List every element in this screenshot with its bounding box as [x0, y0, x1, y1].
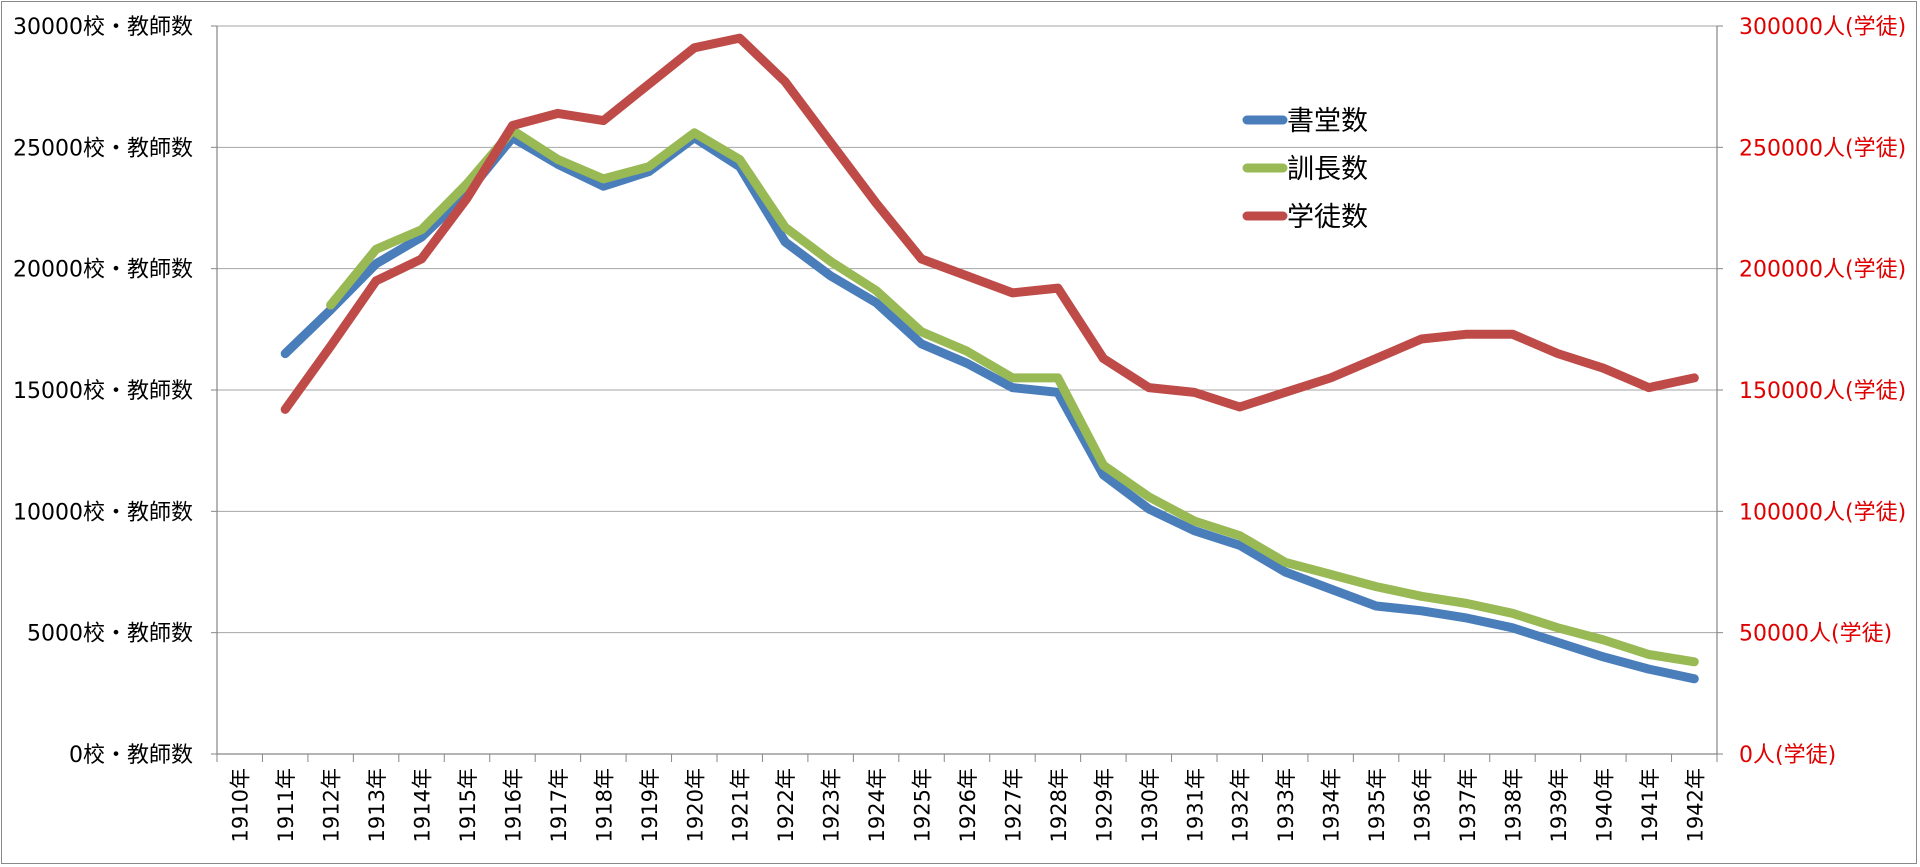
- x-axis-tick-label: 1928年: [1047, 768, 1071, 842]
- x-axis-tick-label: 1919年: [638, 768, 662, 842]
- x-axis-tick-label: 1915年: [456, 768, 480, 842]
- x-axis-tick-label: 1913年: [365, 768, 389, 842]
- x-axis-tick-label: 1922年: [774, 768, 798, 842]
- left-axis-tick-label: 5000校・教師数: [27, 622, 193, 647]
- x-axis-tick-label: 1930年: [1138, 768, 1162, 842]
- x-axis-tick-label: 1924年: [865, 768, 889, 842]
- legend-label: 書堂数: [1287, 106, 1368, 137]
- x-axis-tick-label: 1917年: [547, 768, 571, 842]
- right-axis-tick-label: 300000人(学徒): [1739, 15, 1906, 40]
- left-axis-tick-labels: 0校・教師数 5000校・教師数 10000校・教師数 15000校・教師数 20000…: [13, 15, 193, 768]
- x-axis-tick-label: 1938年: [1501, 768, 1525, 842]
- gridlines: [217, 25, 1717, 634]
- x-axis-tick-label: 1921年: [729, 768, 753, 842]
- right-axis-tick-label: 100000人(学徒): [1739, 500, 1906, 525]
- left-axis-tick-label: 0校・教師数: [69, 743, 193, 768]
- x-axis-tick-label: 1910年: [229, 768, 253, 842]
- x-axis-tick-labels: 1910年 1911年 1912年 1913年 1914年 1915年 1916年 1917年…: [229, 768, 1708, 842]
- x-axis-tick-label: 1920年: [683, 768, 707, 842]
- left-axis-tick-label: 20000校・教師数: [13, 258, 193, 283]
- right-axis-tick-label: 50000人(学徒): [1739, 622, 1892, 647]
- x-axis-tick-label: 1932年: [1229, 768, 1253, 842]
- series-lines: [280, 33, 1699, 684]
- series-line: [280, 33, 1699, 414]
- series-line: [280, 133, 1699, 684]
- legend-label: 学徒数: [1287, 202, 1368, 233]
- x-axis-tick-label: 1923年: [820, 768, 844, 842]
- right-axis-tick-label: 0人(学徒): [1739, 743, 1836, 768]
- x-axis-tick-label: 1931年: [1183, 768, 1207, 842]
- x-axis-tick-label: 1925年: [911, 768, 935, 842]
- x-axis-tick-label: 1934年: [1320, 768, 1344, 842]
- x-axis-tick-label: 1933年: [1274, 768, 1298, 842]
- right-axis-tick-label: 250000人(学徒): [1739, 136, 1906, 161]
- left-axis-tick-label: 25000校・教師数: [13, 136, 193, 161]
- x-axis-tick-label: 1941年: [1638, 768, 1662, 842]
- series-line: [326, 125, 1699, 667]
- x-axis-tick-label: 1911年: [274, 768, 298, 842]
- x-axis-tick-label: 1942年: [1683, 768, 1707, 842]
- x-axis-tick-label: 1926年: [956, 768, 980, 842]
- x-axis-tick-label: 1927年: [1001, 768, 1025, 842]
- x-axis-tick-label: 1939年: [1547, 768, 1571, 842]
- x-axis-tick-label: 1916年: [501, 768, 525, 842]
- legend-label: 訓長数: [1287, 154, 1368, 185]
- x-axis-tick-label: 1912年: [320, 768, 344, 842]
- x-axis-tick-label: 1936年: [1411, 768, 1435, 842]
- x-axis-tick-label: 1937年: [1456, 768, 1480, 842]
- left-axis-tick-label: 15000校・教師数: [13, 379, 193, 404]
- x-axis-tick-label: 1918年: [592, 768, 616, 842]
- x-axis-tick-label: 1914年: [411, 768, 435, 842]
- x-axis-tick-label: 1940年: [1592, 768, 1616, 842]
- x-axis-tick-label: 1929年: [1092, 768, 1116, 842]
- right-axis-tick-label: 200000人(学徒): [1739, 258, 1906, 283]
- right-axis-tick-label: 150000人(学徒): [1739, 379, 1906, 404]
- axes: [211, 25, 1723, 762]
- left-axis-tick-label: 30000校・教師数: [13, 15, 193, 40]
- x-axis-tick-label: 1935年: [1365, 768, 1389, 842]
- left-axis-tick-label: 10000校・教師数: [13, 500, 193, 525]
- right-axis-tick-labels: 0人(学徒) 50000人(学徒) 100000人(学徒) 150000人(学徒) 20…: [1739, 15, 1906, 768]
